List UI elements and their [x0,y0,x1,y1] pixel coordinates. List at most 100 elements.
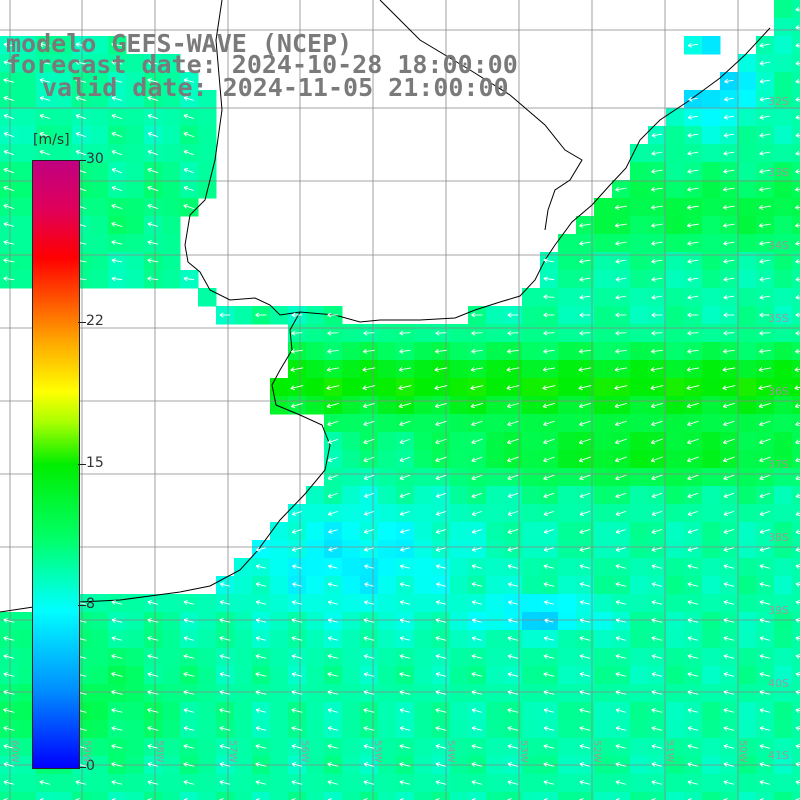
wind-arrow [615,276,627,282]
wind-cell [486,522,505,541]
wind-cell [342,720,361,739]
lon-label: 57W [227,740,238,763]
wind-cell [774,72,793,91]
wind-arrow [327,780,339,785]
wind-cell [774,252,793,271]
wind-cell [342,738,361,757]
wind-cell [54,126,73,145]
wind-arrow [650,385,664,391]
wind-cell [792,540,800,559]
wind-cell [342,594,361,613]
wind-arrow [687,762,699,767]
wind-arrow [3,114,15,120]
wind-arrow [723,258,735,264]
wind-arrow [507,456,519,463]
wind-cell [486,684,505,703]
wind-arrow [615,186,627,192]
wind-cell [270,576,289,595]
wind-arrow [543,312,555,318]
wind-cell [774,144,793,163]
wind-cell [630,234,649,253]
wind-cell [522,468,541,487]
wind-arrow [111,42,123,48]
wind-cell [630,792,649,800]
wind-arrow [615,474,627,481]
wind-cell [252,792,271,800]
wind-arrow [507,438,519,445]
wind-arrow [434,385,448,391]
wind-arrow [399,330,411,336]
wind-cell [738,72,757,91]
wind-arrow [363,618,375,623]
wind-cell [270,378,289,397]
wind-cell [558,702,577,721]
wind-arrow [435,529,447,534]
wind-arrow [435,492,446,498]
wind-arrow [255,726,267,731]
wind-arrow [650,367,664,372]
wind-arrow [291,511,302,516]
wind-arrow [183,78,195,83]
wind-cell [162,198,181,217]
wind-cell [774,414,793,433]
wind-arrow [363,600,374,605]
wind-arrow [327,618,338,623]
wind-arrow [147,618,159,623]
wind-arrow [723,240,735,246]
wind-cell [558,576,577,595]
wind-cell [594,612,613,631]
wind-cell [450,612,469,631]
wind-arrow [651,529,663,534]
wind-cell [378,612,397,631]
wind-cell [666,522,685,541]
wind-arrow [651,547,663,552]
wind-cell [216,792,235,800]
wind-arrow [291,672,303,677]
wind-cell [162,252,181,271]
wind-arrow [291,547,302,552]
wind-cell [234,702,253,721]
wind-arrow [75,114,87,120]
wind-arrow [111,168,123,174]
wind-arrow [507,780,519,785]
wind-cell [18,180,37,199]
wind-arrow [291,529,302,534]
wind-cell [342,432,361,451]
wind-cell [738,504,757,523]
wind-arrow [363,420,375,427]
wind-arrow [327,312,339,318]
wind-arrow [471,456,483,463]
wind-cell [486,486,505,505]
wind-cell [648,792,667,800]
wind-arrow [579,492,591,498]
wind-cell [738,252,757,271]
wind-arrow [111,240,123,245]
wind-arrow [759,132,771,138]
colorbar [32,160,80,769]
wind-arrow [759,582,771,587]
wind-cell [162,90,181,109]
wind-cell [126,252,145,271]
wind-arrow [471,438,483,445]
wind-arrow [507,672,519,677]
wind-arrow [399,438,411,445]
wind-arrow [291,780,303,785]
wind-arrow [615,420,627,427]
wind-arrow [363,690,375,695]
wind-arrow [327,636,338,641]
wind-cell [54,774,73,793]
wind-cell [594,648,613,667]
wind-arrow [543,636,554,641]
wind-cell [558,432,577,451]
wind-cell [558,630,577,649]
wind-arrow [688,96,698,102]
wind-arrow [363,456,375,463]
wind-cell [306,540,325,559]
wind-cell [630,198,649,217]
wind-arrow [255,762,267,767]
wind-cell [342,540,361,559]
wind-cell [234,576,253,595]
wind-arrow [687,564,699,569]
wind-cell [702,342,721,361]
wind-arrow [758,204,771,210]
